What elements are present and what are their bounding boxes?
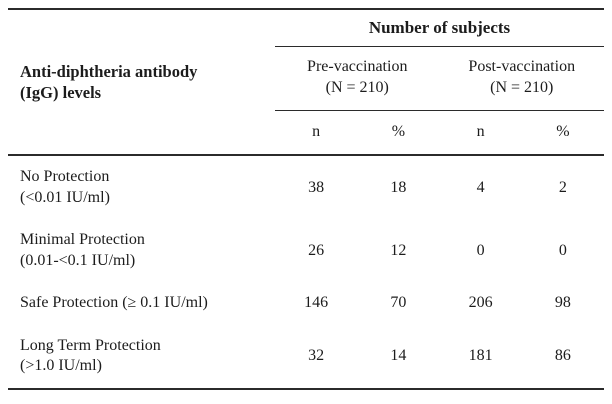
row-label: Safe Protection (≥ 0.1 IU/ml) bbox=[8, 282, 275, 324]
cell-post-n: 0 bbox=[476, 241, 485, 259]
row-label: No Protection (<0.01 IU/ml) bbox=[8, 155, 275, 219]
post-vaccination-n-count: (N = 210) bbox=[490, 79, 554, 97]
cell-pre-n: 38 bbox=[308, 178, 325, 196]
pre-vaccination-label: Pre-vaccination bbox=[307, 58, 408, 75]
sub-header-post-percent: % bbox=[521, 110, 604, 157]
antibody-levels-table-container: Anti-diphtheria antibody (IgG) levels Nu… bbox=[8, 8, 604, 390]
cell-post-n: 181 bbox=[468, 347, 493, 365]
row-label-line2: (0.01-<0.1 IU/ml) bbox=[20, 251, 136, 269]
cell-pre-n: 32 bbox=[308, 347, 325, 365]
row-label: Minimal Protection (0.01-<0.1 IU/ml) bbox=[8, 219, 275, 282]
row-header-title: Anti-diphtheria antibody (IgG) levels bbox=[8, 9, 276, 157]
antibody-levels-table: Anti-diphtheria antibody (IgG) levels Nu… bbox=[8, 8, 604, 390]
cell-pre-percent: 14 bbox=[390, 347, 407, 365]
sub-header-post-n: n bbox=[439, 110, 522, 157]
col-group-pre-vaccination: Pre-vaccination (N = 210) bbox=[275, 46, 440, 112]
cell-post-percent: 2 bbox=[558, 178, 567, 196]
cell-post-percent: 86 bbox=[554, 347, 571, 365]
row-label: Long Term Protection (>1.0 IU/ml) bbox=[8, 325, 275, 389]
cell-pre-percent: 12 bbox=[390, 241, 407, 259]
cell-post-n: 4 bbox=[476, 178, 485, 196]
sub-header-pre-n: n bbox=[275, 110, 358, 157]
post-vaccination-label: Post-vaccination bbox=[468, 58, 576, 75]
row-label-line2: (>1.0 IU/ml) bbox=[20, 357, 102, 375]
table-row-minimal-protection: Minimal Protection (0.01-<0.1 IU/ml) 26 … bbox=[8, 219, 604, 282]
table-row-safe-protection: Safe Protection (≥ 0.1 IU/ml) 146 70 206… bbox=[8, 282, 604, 324]
row-header-title-line2: (IgG) levels bbox=[20, 83, 102, 103]
pre-vaccination-n-count: (N = 210) bbox=[325, 79, 389, 97]
cell-post-percent: 0 bbox=[558, 241, 567, 259]
sub-header-pre-percent: % bbox=[357, 110, 440, 157]
row-label-line1: Safe Protection (≥ 0.1 IU/ml) bbox=[20, 294, 208, 312]
col-group-post-vaccination: Post-vaccination (N = 210) bbox=[439, 46, 604, 112]
cell-pre-n: 26 bbox=[308, 241, 325, 259]
row-label-line2: (<0.01 IU/ml) bbox=[20, 188, 110, 206]
cell-pre-n: 146 bbox=[304, 294, 329, 312]
cell-pre-percent: 70 bbox=[390, 294, 407, 312]
cell-post-percent: 98 bbox=[554, 294, 571, 312]
table-body: No Protection (<0.01 IU/ml) 38 18 4 2 Mi… bbox=[8, 155, 604, 388]
row-header-title-line1: Anti-diphtheria antibody bbox=[20, 61, 198, 81]
cell-pre-percent: 18 bbox=[390, 178, 407, 196]
row-label-line1: Long Term Protection bbox=[20, 336, 161, 354]
table-row-long-term-protection: Long Term Protection (>1.0 IU/ml) 32 14 … bbox=[8, 325, 604, 389]
row-label-line1: No Protection bbox=[20, 168, 110, 186]
table-header: Anti-diphtheria antibody (IgG) levels Nu… bbox=[8, 9, 604, 157]
row-label-line1: Minimal Protection bbox=[20, 231, 145, 249]
group-header-number-of-subjects: Number of subjects bbox=[275, 9, 604, 47]
cell-post-n: 206 bbox=[468, 294, 493, 312]
table-row-no-protection: No Protection (<0.01 IU/ml) 38 18 4 2 bbox=[8, 155, 604, 219]
